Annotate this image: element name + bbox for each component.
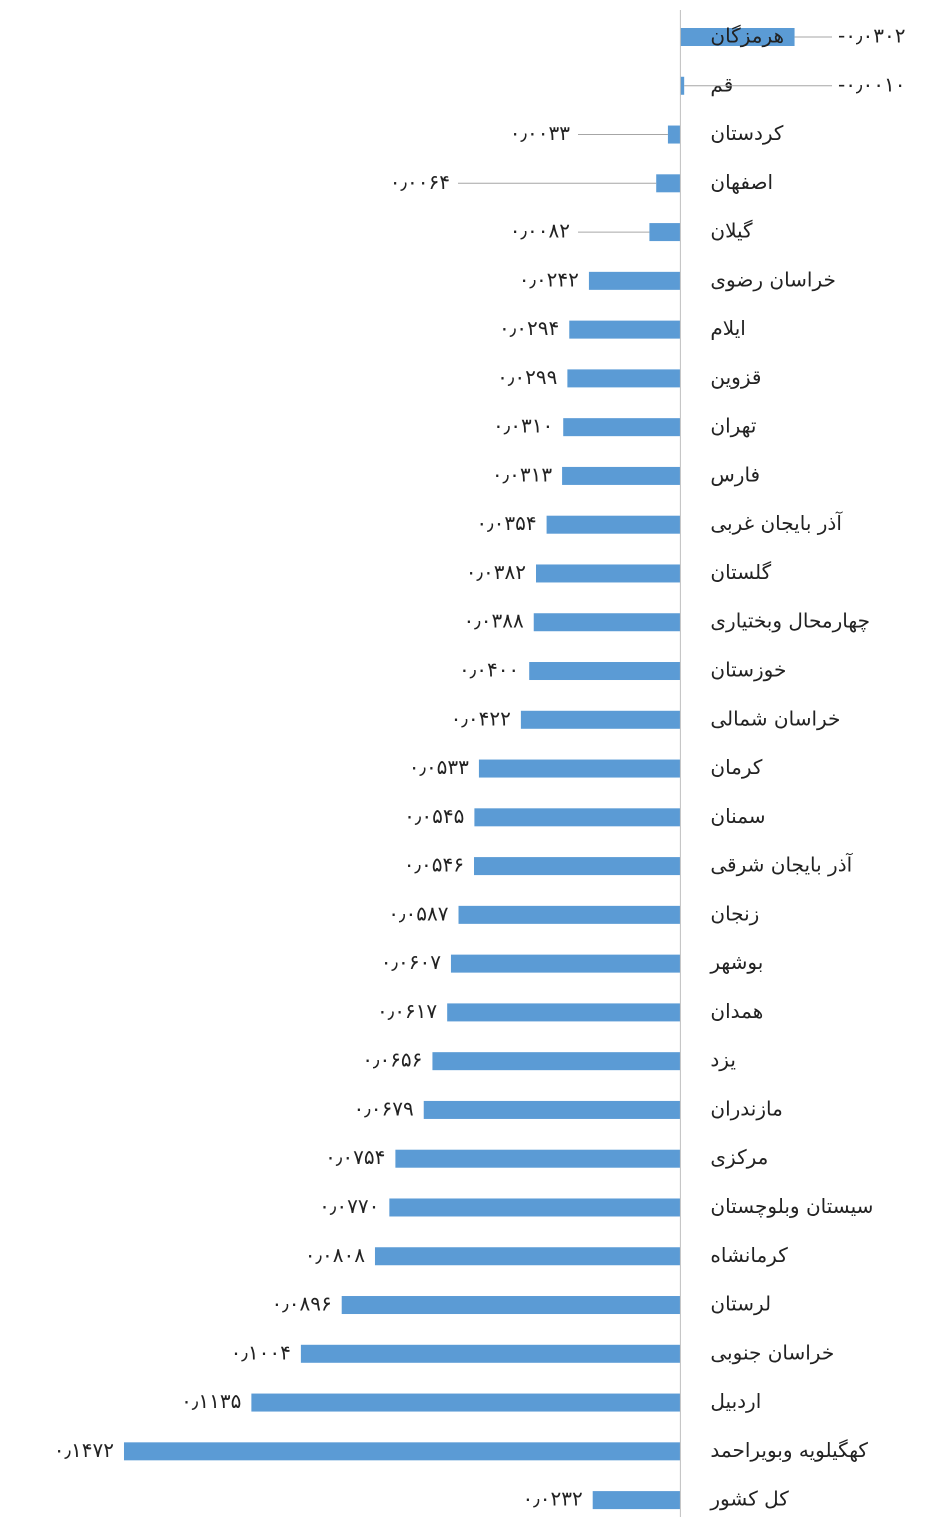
category-label: ایلام (710, 316, 745, 340)
bar (667, 125, 681, 144)
value-label: -۰٫۰۰۱۰ (838, 72, 905, 96)
category-label: قم (710, 72, 733, 96)
category-label: سمنان (710, 804, 765, 828)
value-label: ۰٫۰۵۴۶ (404, 853, 464, 877)
category-label: گلستان (710, 560, 771, 584)
category-label: کردستان (710, 121, 784, 145)
value-label: ۰٫۰۶۷۹ (354, 1096, 414, 1120)
category-label: خراسان رضوی (710, 267, 835, 291)
value-label: ۰٫۰۰۶۴ (390, 170, 450, 194)
bar (649, 223, 681, 242)
category-label: مرکزی (710, 1145, 768, 1169)
bar (592, 1491, 681, 1510)
category-label: کرمان (710, 755, 763, 779)
value-label: ۰٫۰۸۰۸ (305, 1243, 365, 1267)
value-label: ۰٫۰۶۰۷ (381, 950, 441, 974)
value-label: ۰٫۰۲۹۴ (499, 316, 559, 340)
value-label: ۰٫۰۵۴۵ (404, 804, 464, 828)
value-label: ۰٫۰۲۳۲ (522, 1487, 582, 1511)
value-label: ۰٫۰۷۵۴ (325, 1145, 385, 1169)
bar (341, 1296, 681, 1315)
bar (450, 954, 681, 973)
value-label: ۰٫۰۵۸۷ (388, 901, 448, 925)
value-label: ۰٫۱۰۰۴ (231, 1340, 291, 1364)
bar (123, 1442, 681, 1461)
bar (474, 857, 681, 876)
bar (432, 1052, 681, 1071)
category-label: خراسان شمالی (710, 706, 840, 730)
category-label: گیلان (710, 219, 753, 243)
bar (656, 174, 681, 193)
value-label: ۰٫۰۴۰۰ (459, 658, 519, 682)
value-label: ۰٫۰۳۸۸ (464, 609, 524, 633)
value-label: ۰٫۰۳۱۳ (492, 462, 552, 486)
bar (680, 28, 795, 46)
bar (474, 808, 681, 827)
value-label: ۰٫۰۴۲۲ (451, 706, 511, 730)
category-label: آذر بایجان غربی (710, 510, 843, 535)
bar (251, 1393, 681, 1412)
value-label: ۰٫۰۰۸۲ (510, 219, 570, 243)
category-label: سیستان وبلوچستان (710, 1194, 873, 1218)
category-label: کرمانشاه (710, 1243, 788, 1267)
value-label: ۰٫۰۶۵۶ (362, 1048, 422, 1072)
category-label: خوزستان (710, 658, 786, 682)
category-label: اردبیل (710, 1389, 761, 1413)
value-label: ۰٫۰۳۱۰ (493, 414, 553, 438)
bar (588, 271, 681, 290)
category-label: مازندران (710, 1096, 782, 1120)
category-label: اصفهان (710, 170, 773, 194)
value-label: ۰٫۱۴۷۲ (54, 1438, 114, 1462)
bar (423, 1100, 681, 1119)
category-label: آذر بایجان شرقی (710, 852, 853, 877)
category-label: همدان (710, 999, 763, 1023)
category-label: قزوین (710, 365, 761, 389)
category-label: بوشهر (709, 950, 763, 974)
bar (562, 466, 681, 485)
bar (374, 1247, 681, 1266)
category-label: کهگیلویه وبویراحمد (710, 1438, 868, 1462)
value-label: ۰٫۰۲۴۲ (519, 267, 579, 291)
category-label: خراسان جنوبی (710, 1340, 834, 1364)
bar (569, 320, 681, 339)
bar (395, 1149, 681, 1168)
bar (546, 515, 681, 534)
bar (529, 662, 681, 681)
bar (533, 613, 681, 632)
category-label: لرستان (710, 1292, 771, 1316)
bar (478, 759, 681, 778)
value-label: ۰٫۰۰۳۳ (510, 121, 570, 145)
bar (536, 564, 681, 583)
bar (567, 369, 681, 388)
value-label: ۰٫۰۶۱۷ (377, 999, 437, 1023)
bar (520, 710, 681, 729)
category-label: چهارمحال وبختیاری (710, 609, 870, 633)
category-label: هرمزگان (710, 24, 784, 48)
category-label: زنجان (710, 901, 759, 925)
category-label: تهران (710, 414, 756, 438)
bar (447, 1003, 681, 1022)
value-label: ۰٫۰۳۵۴ (476, 511, 536, 535)
value-label: ۰٫۰۳۸۲ (466, 560, 526, 584)
bar (563, 418, 681, 437)
value-label: -۰٫۰۳۰۲ (838, 24, 905, 48)
bar (680, 76, 685, 95)
category-label: فارس (710, 462, 760, 486)
bar (458, 905, 681, 924)
category-label: یزد (710, 1048, 736, 1072)
value-label: ۰٫۰۲۹۹ (497, 365, 557, 389)
category-label: کل کشور (709, 1487, 789, 1511)
value-label: ۰٫۰۵۳۳ (409, 755, 469, 779)
value-label: ۰٫۱۱۳۵ (181, 1389, 241, 1413)
value-label: ۰٫۰۷۷۰ (319, 1194, 379, 1218)
value-label: ۰٫۰۸۹۶ (271, 1292, 331, 1316)
bar (300, 1344, 681, 1363)
bar (389, 1198, 681, 1217)
